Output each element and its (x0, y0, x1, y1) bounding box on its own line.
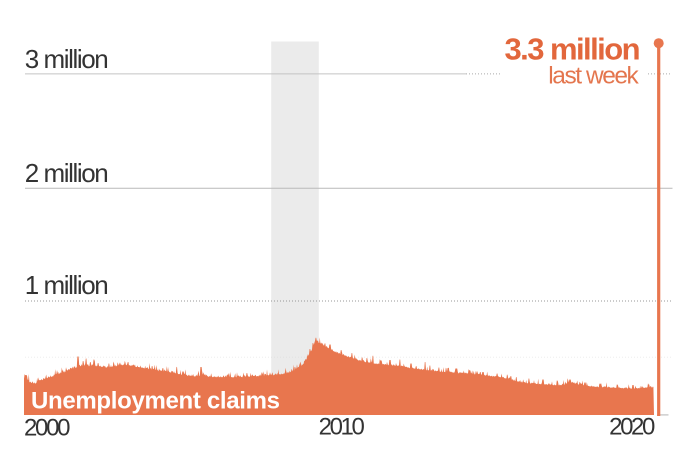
svg-text:3.3 million: 3.3 million (505, 32, 641, 67)
svg-text:3 million: 3 million (25, 44, 109, 74)
svg-text:2 million: 2 million (25, 158, 109, 188)
svg-text:last week: last week (548, 62, 639, 89)
svg-text:2010: 2010 (319, 414, 365, 441)
svg-text:2020: 2020 (609, 414, 655, 441)
svg-text:2000: 2000 (24, 415, 71, 442)
svg-text:1 million: 1 million (25, 270, 109, 300)
svg-text:Unemployment claims: Unemployment claims (31, 388, 280, 415)
